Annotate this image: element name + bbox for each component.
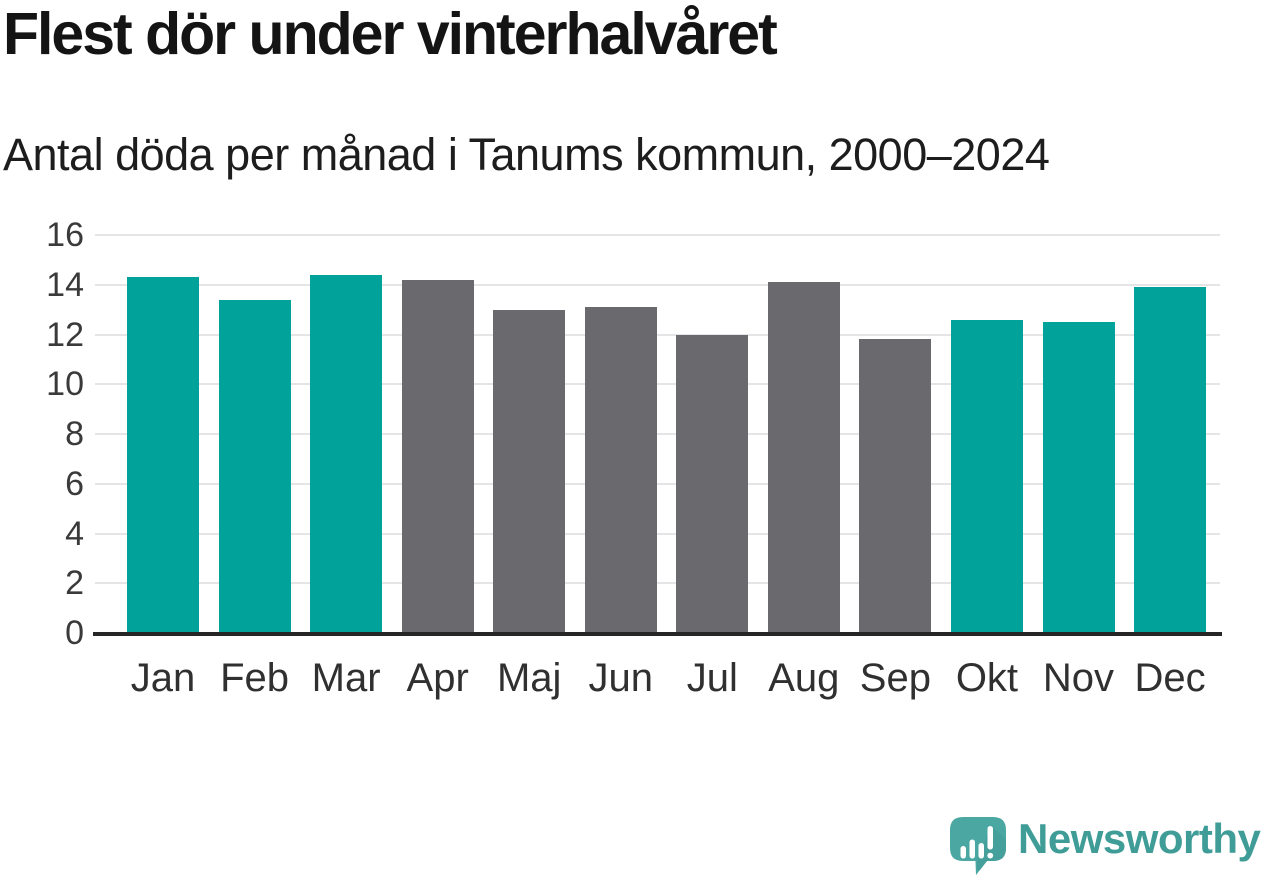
bar-nov (1042, 322, 1115, 633)
bar-aug (767, 282, 840, 633)
y-tick-label-0: 0 (65, 614, 84, 652)
logo-bar-1 (960, 846, 966, 859)
x-tick-label-sep: Sep (859, 656, 931, 700)
x-tick-label-jul: Jul (686, 656, 738, 700)
gridline-8 (95, 433, 1220, 435)
gridline-2 (95, 582, 1220, 585)
bar-dec (1134, 287, 1207, 633)
y-tick-label-8: 8 (65, 415, 84, 453)
gridline-6 (95, 482, 1220, 485)
bar-mar (310, 274, 383, 633)
gridline-4 (95, 532, 1220, 535)
x-tick-label-nov: Nov (1042, 656, 1115, 700)
x-tick-label-jun: Jun (588, 656, 654, 700)
gridline-16 (95, 234, 1220, 236)
x-tick-label-jan: Jan (130, 656, 196, 700)
bar-feb (218, 299, 291, 633)
bar-jul (676, 334, 749, 633)
bar-jan (127, 277, 199, 633)
y-tick-label-14: 14 (46, 265, 84, 304)
bar-apr (401, 279, 474, 633)
bar-chart-plot-area (93, 234, 1222, 636)
bar-maj (493, 309, 566, 633)
x-tick-label-apr: Apr (406, 656, 469, 700)
x-axis-line (93, 632, 1222, 636)
x-tick-label-feb: Feb (220, 656, 290, 700)
x-tick-label-maj: Maj (496, 656, 562, 700)
brand-name: Newsworthy (1018, 815, 1261, 862)
chart-subtitle: Antal döda per månad i Tanums kommun, 20… (3, 129, 1050, 180)
y-tick-label-6: 6 (65, 464, 84, 503)
chart-title: Flest dör under vinterhalvåret (3, 1, 778, 67)
bar-sep (859, 339, 932, 633)
gridline-12 (95, 333, 1220, 336)
logo-exclamation-dot (987, 852, 994, 859)
y-tick-label-2: 2 (65, 564, 84, 603)
bar-okt (950, 319, 1023, 633)
x-tick-label-aug: Aug (768, 656, 840, 700)
x-tick-label-okt: Okt (955, 656, 1019, 700)
bar-jun (584, 307, 657, 633)
logo-bar-2 (969, 839, 975, 859)
y-tick-label-4: 4 (65, 514, 84, 553)
logo-bar-3 (978, 843, 984, 859)
gridline-14 (95, 283, 1220, 286)
x-tick-label-dec: Dec (1134, 656, 1206, 700)
y-tick-label-12: 12 (46, 315, 84, 354)
y-tick-label-10: 10 (46, 365, 84, 404)
newsworthy-logo-icon (950, 817, 1006, 875)
y-tick-label-16: 16 (46, 216, 84, 254)
logo-exclamation-stem (987, 826, 993, 850)
gridline-10 (95, 383, 1220, 386)
x-tick-label-mar: Mar (311, 656, 381, 700)
